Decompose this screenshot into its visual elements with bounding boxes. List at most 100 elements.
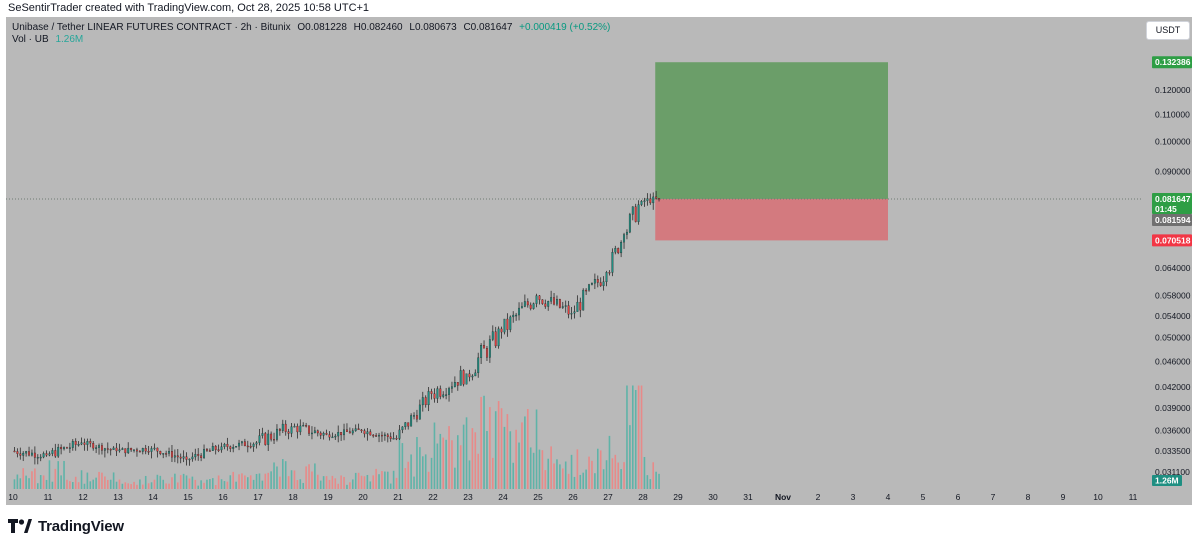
candle [378,434,380,437]
candle [468,373,471,378]
volume-bar [159,475,162,489]
volume-bar [354,472,357,489]
volume-bar [556,459,558,489]
candle [188,458,191,461]
candle [98,445,100,448]
candle [649,198,652,204]
time-axis[interactable]: 10 11 12 13 14 15 16 17 18 19 20 21 22 23 24 25 26 27 28 29… [8,492,1137,502]
candle [80,442,83,445]
candle [179,456,182,459]
volume-bar [427,471,430,489]
candle [500,328,503,333]
volume-bar [640,385,643,489]
volume-bar [144,475,147,489]
candle [550,297,553,302]
volume-bar [141,484,144,489]
candle [366,431,369,435]
symbol-title[interactable]: Unibase / Tether LINEAR FUTURES CONTRACT… [12,22,291,33]
volume-bar [582,472,585,489]
time-tick-label: 21 [393,492,403,502]
volume-bar [349,482,351,489]
volume-bar [384,471,386,489]
candle [176,455,179,458]
candle [127,447,130,454]
volume-bar [626,385,628,489]
currency-button[interactable]: USDT [1146,21,1190,40]
candle [599,282,602,286]
time-tick-label: 3 [851,492,856,502]
volume-bar [252,479,255,489]
last-price-label-text: 01:45 [1155,204,1177,214]
volume-bar [381,471,383,489]
volume-bar [416,437,418,489]
volume-bar [136,484,138,489]
candle [284,423,287,432]
candle [319,432,322,436]
candle [159,451,162,455]
time-tick-label: 17 [253,492,263,502]
volume-bar [456,435,459,489]
time-tick-label: Nov [775,492,791,502]
symbol-header[interactable]: Unibase / Tether LINEAR FUTURES CONTRACT… [12,22,610,33]
prev-price-label-bg [1152,213,1192,226]
volume-bar [258,473,261,489]
candle [614,248,617,253]
candle [585,289,588,292]
chart-canvas[interactable]: 0.120000 0.110000 0.100000 0.090000 0.064000… [6,17,1192,505]
volume-bar [480,396,482,489]
stop-loss-label-text: 0.070518 [1155,235,1191,245]
candle [267,433,270,445]
volume-bar [290,470,293,489]
volume-legend[interactable]: Vol · UB 1.26M [12,34,83,45]
chart-pane[interactable] [6,17,1192,505]
candle [144,448,147,452]
price-tick-label: 0.054000 [1155,311,1191,321]
volume-bar [77,482,80,489]
volume-bar [585,469,587,489]
volume-bar [36,483,39,489]
candle [302,425,305,427]
candle [413,415,415,417]
volume-bar [241,473,243,489]
candle [299,425,302,433]
volume-bar [500,408,503,489]
candle [51,450,54,454]
candle [474,372,477,377]
volume-bar [538,449,541,489]
time-tick-label: 11 [44,492,53,502]
take-profit-label-text: 0.132386 [1155,57,1191,67]
volume-bar [605,460,608,489]
volume-bars [13,385,660,489]
tradingview-footer[interactable]: TradingView [8,516,124,536]
price-axis[interactable]: 0.120000 0.110000 0.100000 0.090000 0.064000… [1155,85,1191,477]
take-profit-label-bg [1152,56,1192,69]
candle [223,443,226,447]
volume-bar [147,483,150,489]
time-tick-label: 29 [673,492,683,502]
candle [211,446,214,451]
volume-bar [559,464,561,489]
candle [281,423,284,431]
volume-bar [296,480,299,489]
ohlc-high: H0.082460 [353,22,403,33]
volume-bar [448,426,450,489]
volume-bar [564,461,567,489]
volume-bar [351,479,354,489]
ohlc-close: C0.081647 [463,22,513,33]
volume-bar [223,481,226,489]
candle [448,388,450,395]
time-tick-label: 23 [463,492,473,502]
volume-bar [279,476,281,489]
candle [71,441,74,448]
volume-bar [389,483,392,489]
volume-bar [599,450,602,489]
candle [421,397,424,406]
candle [386,434,389,437]
volume-bar [109,479,112,489]
candle [523,301,526,307]
volume-bar [602,469,605,489]
candle [133,449,135,451]
volume-value: 1.26M [55,34,84,45]
candle [308,425,310,434]
candle [392,437,395,440]
